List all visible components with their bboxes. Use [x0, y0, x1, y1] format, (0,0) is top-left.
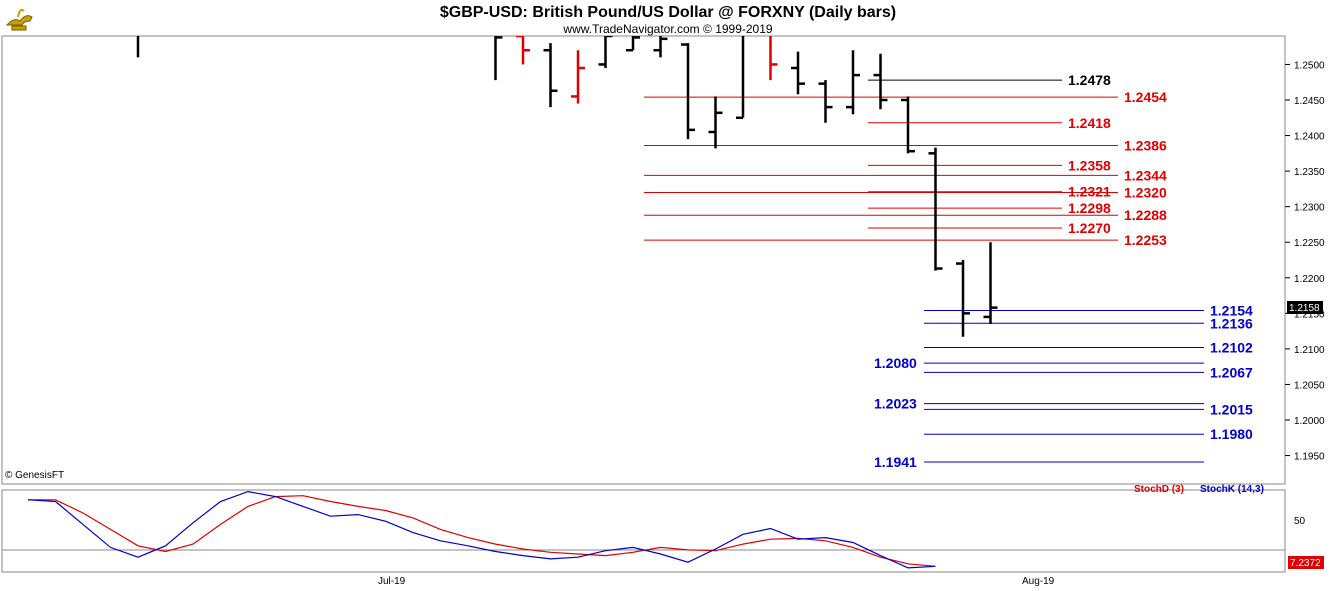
ohlc-bar: [159, 10, 173, 23]
y-tick-label: 1.1950: [1294, 452, 1325, 463]
ohlc-bar: [543, 43, 558, 108]
stoch-last-badge: 7.2372: [1288, 556, 1324, 569]
level-label: 1.2298: [1068, 200, 1111, 216]
chart-subtitle: www.TradeNavigator.com © 1999-2019: [562, 22, 772, 36]
level-label: 1.2358: [1068, 157, 1111, 173]
level-label: 1.2418: [1068, 115, 1111, 131]
ohlc-bar: [736, 36, 745, 120]
ohlc-bar: [901, 96, 915, 154]
level-label: 1.2136: [1210, 315, 1253, 331]
level-label: 1.2288: [1124, 207, 1167, 223]
ohlc-bar: [136, 36, 140, 58]
level-label: 1.2320: [1124, 184, 1167, 200]
stochk-line: [27, 490, 936, 569]
level-label: 1.2015: [1210, 401, 1253, 417]
y-tick-label: 1.2250: [1294, 238, 1325, 249]
y-tick-label: 1.2400: [1294, 132, 1325, 143]
ohlc-bar: [626, 36, 640, 52]
price-y-axis: 1.2500 1.2450 1.2400 1.2350 1.2300 1.2250 1.22…: [1285, 60, 1325, 463]
y-tick-label: 1.2300: [1294, 203, 1325, 214]
y-tick-label: 1.2000: [1294, 416, 1325, 427]
level-label: 1.2080: [874, 355, 917, 371]
y-tick-label: 1.2050: [1294, 380, 1325, 391]
level-lines: 1.24781.24541.24181.23861.23581.23441.23…: [644, 72, 1253, 470]
ohlc-bar: [406, 12, 420, 25]
x-tick-jul: Jul-19: [378, 576, 406, 587]
ohlc-bar: [214, 13, 228, 25]
ohlc-bar: [708, 96, 723, 149]
ohlc-bar: [791, 51, 805, 95]
stoch-tick-50: 50: [1294, 516, 1306, 527]
y-tick-label: 1.2500: [1294, 60, 1325, 71]
price-pane: 1.24781.24541.24181.23861.23581.23441.23…: [1, 8, 1325, 485]
ohlc-bar: [956, 260, 970, 337]
price-pane-frame: [1, 35, 1286, 485]
level-label: 1.2344: [1124, 167, 1167, 183]
legend-stochk: StochK (14,3): [1200, 484, 1264, 495]
level-label: 1.2321: [1068, 184, 1111, 200]
ohlc-bar: [983, 242, 998, 324]
y-tick-label: 1.2200: [1294, 274, 1325, 285]
ohlc-bar: [241, 12, 255, 25]
level-label: 1.2067: [1210, 364, 1253, 380]
ohlc-bar: [928, 147, 943, 271]
y-tick-label: 1.2350: [1294, 167, 1325, 178]
watermark: © GenesisFT: [5, 470, 64, 481]
ohlc-bar: [351, 13, 365, 25]
header: $GBP-USD: British Pound/US Dollar @ FORX…: [4, 3, 896, 36]
level-label: 1.2102: [1210, 339, 1253, 355]
ohlc-bar: [769, 36, 778, 81]
level-label: 1.2270: [1068, 220, 1111, 236]
last-price-label: 1.2158: [1289, 303, 1320, 314]
level-label: 1.2253: [1124, 232, 1167, 248]
ohlc-bar: [186, 12, 200, 23]
level-label: 1.1941: [874, 454, 917, 470]
ohlc-bar: [49, 8, 63, 24]
ohlc-bar: [76, 11, 90, 23]
y-tick-label: 1.2450: [1294, 96, 1325, 107]
ohlc-bar: [516, 36, 530, 65]
level-label: 1.2023: [874, 396, 917, 412]
stochd-line: [28, 495, 936, 567]
ohlc-bar: [653, 36, 668, 58]
level-label: 1.2478: [1068, 72, 1111, 88]
last-price-badge: 1.2158: [1287, 301, 1323, 314]
level-label: 1.2154: [1210, 302, 1253, 318]
stoch-last-label: 7.2372: [1290, 558, 1321, 569]
stochastic-pane-frame: [1, 489, 1286, 573]
y-tick-label: 1.2150: [1294, 309, 1325, 320]
level-label: 1.2386: [1124, 138, 1167, 154]
ohlc-bar: [873, 53, 888, 110]
ohlc-bar: [598, 36, 613, 68]
y-tick-label: 1.2100: [1294, 345, 1325, 356]
legend-stochd: StochD (3): [1134, 484, 1184, 495]
price-bars: [49, 8, 998, 337]
ohlc-bar: [296, 13, 310, 25]
stochastic-lines: [27, 490, 936, 569]
ohlc-bar: [379, 12, 393, 24]
chart-title: $GBP-USD: British Pound/US Dollar @ FORX…: [440, 4, 896, 21]
level-label: 1.2454: [1124, 89, 1167, 105]
x-axis: Jul-19 Aug-19: [378, 576, 1055, 587]
ohlc-bar: [846, 50, 860, 115]
level-label: 1.1980: [1210, 426, 1253, 442]
ohlc-bar: [571, 50, 585, 104]
genie-lamp-icon: [4, 3, 34, 33]
ohlc-bar: [681, 43, 695, 140]
ohlc-bar: [324, 12, 338, 24]
ohlc-bar: [104, 11, 118, 32]
ohlc-bar: [494, 36, 503, 81]
stochastic-pane: StochD (3) StochK (14,3) 50 7.2372: [1, 484, 1324, 573]
ohlc-bar: [269, 11, 283, 24]
x-tick-aug: Aug-19: [1022, 576, 1055, 587]
ohlc-bar: [818, 80, 833, 123]
